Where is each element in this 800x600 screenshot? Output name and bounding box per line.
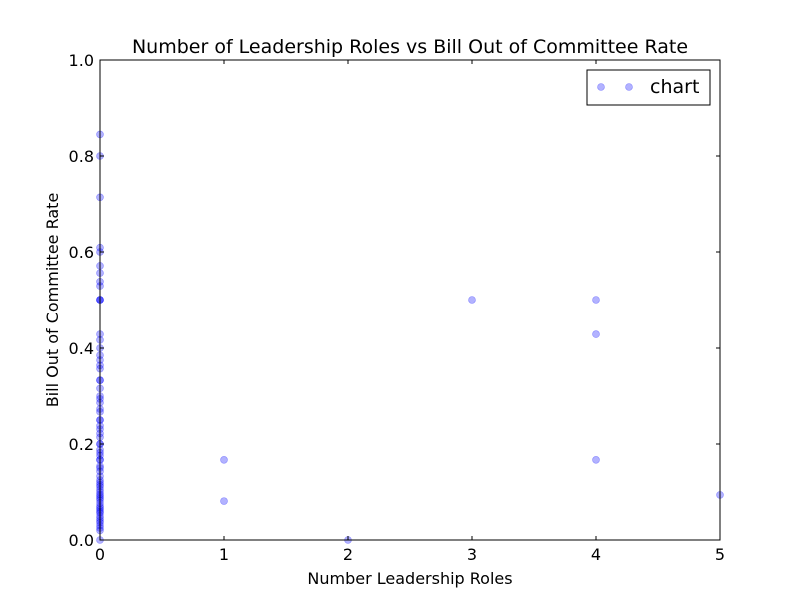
y-axis-label: Bill Out of Committee Rate [43,193,62,408]
x-tick-label: 4 [591,545,601,564]
data-point [592,330,600,338]
legend-label: chart [650,76,699,98]
legend: chart [586,69,711,106]
data-point [592,456,600,464]
data-point [592,296,600,304]
legend-box [586,69,711,106]
y-tick-label: 1.0 [69,51,94,70]
x-tick-label: 5 [715,545,725,564]
y-tick-label: 0.8 [69,147,94,166]
x-tick-label: 3 [467,545,477,564]
x-tick-label: 2 [343,545,353,564]
x-axis-label: Number Leadership Roles [307,569,512,588]
x-axis-ticks: 0 1 2 3 4 5 [95,60,725,564]
data-point [468,296,476,304]
y-tick-label: 0.6 [69,243,94,262]
data-point [220,497,228,505]
y-axis-ticks: 0.0 0.2 0.4 0.6 0.8 1.0 [69,51,720,550]
y-tick-label: 0.0 [69,531,94,550]
y-tick-label: 0.2 [69,435,94,454]
plot-frame [99,59,721,541]
legend-marker [597,83,605,91]
y-tick-label: 0.4 [69,339,94,358]
chart-title: Number of Leadership Roles vs Bill Out o… [132,36,688,58]
data-point [220,456,228,464]
x-tick-label: 1 [219,545,229,564]
x-tick-label: 0 [95,545,105,564]
legend-marker [625,83,633,91]
data-points [96,130,724,544]
